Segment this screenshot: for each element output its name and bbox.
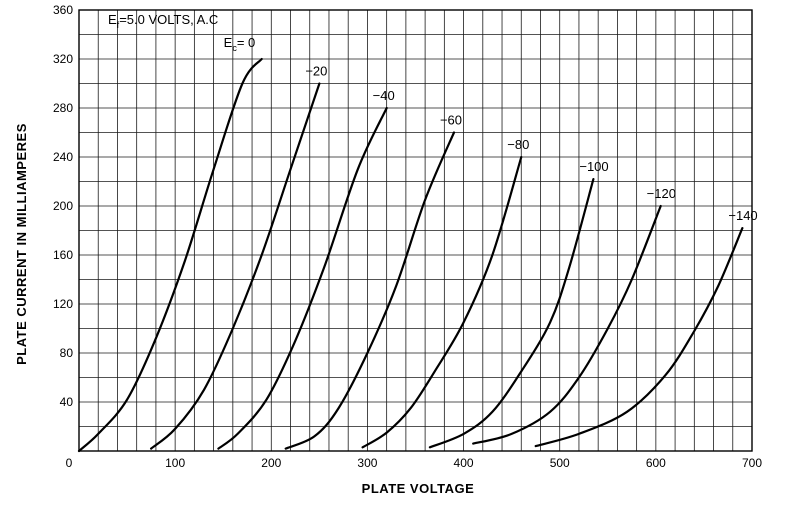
y-tick-label: 360 (53, 3, 73, 17)
x-tick-label: 500 (550, 456, 570, 470)
curve-label-ec-minus-80: −80 (507, 137, 529, 152)
x-tick-label: 700 (742, 456, 762, 470)
curve-label-ec-minus-100: −100 (579, 159, 608, 174)
curve-label-ec-minus-140: −140 (728, 208, 757, 223)
x-tick-label: 400 (454, 456, 474, 470)
y-tick-label: 80 (60, 346, 74, 360)
curve-ec-minus-40 (217, 106, 388, 450)
y-tick-label: 280 (53, 101, 73, 115)
curve-ec-0 (77, 57, 263, 453)
plot-frame (78, 9, 753, 452)
filament-voltage-note: Ef=5.0 VOLTS, A.C (108, 12, 218, 30)
x-tick-label: 100 (165, 456, 185, 470)
y-tick-label: 240 (53, 150, 73, 164)
curve-ec-minus-60 (284, 131, 456, 450)
curve-ec-minus-100 (428, 178, 595, 449)
curve-label-ec-minus-40: −40 (373, 88, 395, 103)
curve-label-ec-minus-120: −120 (647, 186, 676, 201)
curve-ec-minus-120 (472, 204, 662, 445)
curve-label-ec-minus-20: −20 (305, 64, 327, 79)
curve-ec-minus-140 (534, 227, 744, 448)
curve-ec-minus-80 (361, 155, 523, 449)
x-tick-label: 0 (66, 456, 73, 470)
curve-label-ec-0: Ec= 0 (224, 35, 256, 53)
curve-ec-minus-20 (150, 82, 321, 450)
x-tick-label: 600 (646, 456, 666, 470)
curve-label-group: Ec= 0 −20 −40 −60 −80 −100 −120 −140 (224, 35, 758, 223)
y-tick-label: 40 (60, 395, 74, 409)
x-axis-ticks: 0 100 200 300 400 500 600 700 (66, 456, 763, 470)
y-tick-label: 120 (53, 297, 73, 311)
x-tick-label: 300 (357, 456, 377, 470)
y-tick-label: 200 (53, 199, 73, 213)
y-tick-label: 160 (53, 248, 73, 262)
curve-label-ec-minus-60: −60 (440, 113, 462, 128)
y-axis-ticks: 40 80 120 160 200 240 280 320 360 (53, 3, 73, 409)
y-axis-title: PLATE CURRENT IN MILLIAMPERES (14, 123, 29, 365)
y-tick-label: 320 (53, 52, 73, 66)
curve-group (77, 57, 744, 453)
x-tick-label: 200 (261, 456, 281, 470)
x-axis-title: PLATE VOLTAGE (362, 481, 475, 496)
